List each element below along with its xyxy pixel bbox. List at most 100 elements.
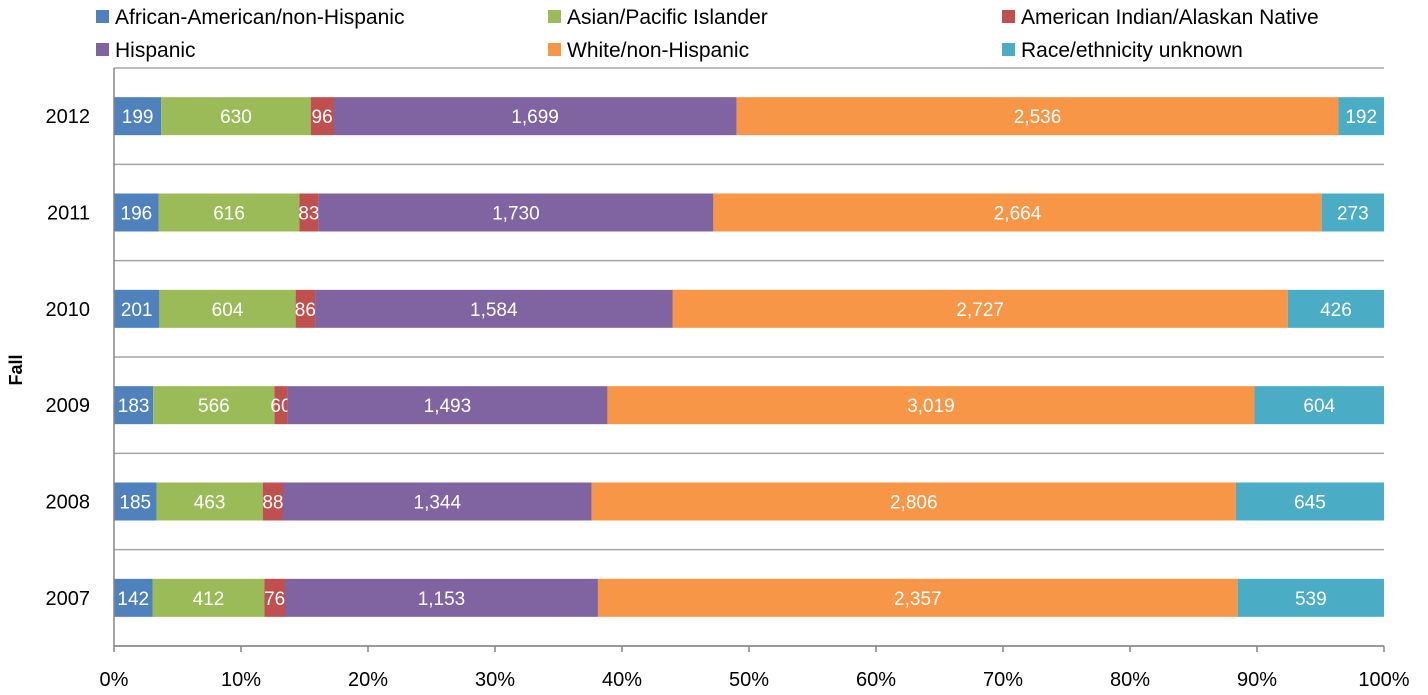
bar-segment-2008-american-indian-alaskan-native — [262, 482, 283, 521]
legend-swatch-american-indian-alaskan-native — [1002, 10, 1015, 23]
bar-segment-2011-american-indian-alaskan-native — [299, 193, 319, 232]
y-tick-label-2012: 2012 — [46, 106, 91, 128]
x-tick-label: 100% — [1358, 669, 1409, 691]
y-tick-label-2008: 2008 — [46, 492, 91, 514]
x-tick-label: 0% — [100, 669, 129, 691]
y-tick-label-2010: 2010 — [46, 299, 91, 321]
data-label-2012-african-american-non-hispanic: 199 — [122, 107, 154, 128]
legend-swatch-hispanic — [96, 43, 109, 56]
bar-segment-2012-african-american-non-hispanic — [114, 97, 162, 136]
bar-segment-2012-white-non-hispanic — [736, 97, 1339, 136]
legend-label-hispanic: Hispanic — [115, 39, 196, 62]
bar-segment-2011-hispanic — [318, 193, 714, 232]
axes: 0% 10% 20% 30% 40% 50% 60% 70% 80% 90% 100% — [100, 68, 1410, 691]
bar-segment-2012-hispanic — [333, 97, 737, 136]
bar-segment-2008-african-american-non-hispanic — [114, 482, 157, 521]
bar-segment-2010-white-non-hispanic — [672, 289, 1288, 328]
data-label-2008-hispanic: 1,344 — [414, 493, 462, 514]
data-label-2010-white-non-hispanic: 2,727 — [956, 300, 1004, 321]
bar-segment-2007-white-non-hispanic — [597, 578, 1238, 617]
bar-segment-2007-african-american-non-hispanic — [114, 578, 153, 617]
data-label-2009-asian-pacific-islander: 566 — [198, 396, 230, 417]
x-tick-label: 50% — [729, 669, 769, 691]
data-label-2007-race-ethnicity-unknown: 539 — [1295, 589, 1327, 610]
data-label-2011-asian-pacific-islander: 616 — [213, 204, 245, 225]
y-tick-label-2009: 2009 — [46, 395, 91, 417]
bar-segment-2009-race-ethnicity-unknown — [1254, 386, 1384, 425]
bar-segment-2011-african-american-non-hispanic — [114, 193, 159, 232]
bar-segment-2009-white-non-hispanic — [607, 386, 1255, 425]
bar-segment-2008-hispanic — [282, 482, 592, 521]
data-label-2009-white-non-hispanic: 3,019 — [907, 396, 955, 417]
legend-swatch-white-non-hispanic — [548, 43, 561, 56]
bar-segment-2007-hispanic — [284, 578, 598, 617]
data-label-2012-american-indian-alaskan-native: 96 — [312, 107, 333, 128]
data-label-2010-hispanic: 1,584 — [470, 300, 518, 321]
legend-swatch-african-american-non-hispanic — [96, 10, 109, 23]
data-label-2011-hispanic: 1,730 — [492, 204, 540, 225]
data-label-2009-american-indian-alaskan-native: 60 — [270, 396, 291, 417]
legend-label-asian-pacific-islander: Asian/Pacific Islander — [567, 6, 768, 29]
data-label-2010-african-american-non-hispanic: 201 — [121, 300, 153, 321]
data-label-2008-white-non-hispanic: 2,806 — [890, 493, 938, 514]
bar-segment-2010-african-american-non-hispanic — [114, 289, 160, 328]
data-label-2011-race-ethnicity-unknown: 273 — [1337, 204, 1369, 225]
legend-swatch-asian-pacific-islander — [548, 10, 561, 23]
x-tick-label: 90% — [1237, 669, 1277, 691]
data-label-2012-asian-pacific-islander: 630 — [220, 107, 252, 128]
bar-segment-2010-american-indian-alaskan-native — [295, 289, 316, 328]
x-tick-label: 30% — [475, 669, 515, 691]
legend: African-American/non-Hispanic Asian/Pacif… — [96, 6, 1319, 62]
bar-segment-2010-hispanic — [315, 289, 673, 328]
data-label-2012-race-ethnicity-unknown: 192 — [1345, 107, 1377, 128]
data-label-2010-asian-pacific-islander: 604 — [212, 300, 244, 321]
data-label-2011-american-indian-alaskan-native: 83 — [298, 204, 319, 225]
bar-segment-2009-hispanic — [287, 386, 608, 425]
data-label-2009-race-ethnicity-unknown: 604 — [1303, 396, 1335, 417]
bar-segment-2012-race-ethnicity-unknown — [1338, 97, 1384, 136]
bar-segment-2010-race-ethnicity-unknown — [1287, 289, 1384, 328]
bar-segment-2011-asian-pacific-islander — [158, 193, 300, 232]
bar-segment-2009-asian-pacific-islander — [153, 386, 275, 425]
data-label-2012-hispanic: 1,699 — [511, 107, 559, 128]
data-label-2008-race-ethnicity-unknown: 645 — [1294, 493, 1326, 514]
bar-segment-2010-asian-pacific-islander — [159, 289, 296, 328]
data-label-2010-american-indian-alaskan-native: 86 — [295, 300, 316, 321]
row-separators — [114, 67, 1384, 647]
data-label-2008-asian-pacific-islander: 463 — [194, 493, 226, 514]
x-tick-label: 20% — [348, 669, 388, 691]
bar-segment-2011-race-ethnicity-unknown — [1321, 193, 1384, 232]
bar-segment-2009-american-indian-alaskan-native — [274, 386, 288, 425]
data-label-2007-asian-pacific-islander: 412 — [193, 589, 225, 610]
bar-segment-2007-american-indian-alaskan-native — [264, 578, 285, 617]
x-tick-label: 60% — [856, 669, 896, 691]
y-axis-title: Fall — [6, 354, 26, 385]
bar-segment-2008-white-non-hispanic — [591, 482, 1236, 521]
bar-segment-2012-american-indian-alaskan-native — [310, 97, 334, 136]
data-label-2007-american-indian-alaskan-native: 76 — [264, 589, 285, 610]
data-label-2008-american-indian-alaskan-native: 88 — [262, 493, 283, 514]
data-label-2010-race-ethnicity-unknown: 426 — [1320, 300, 1352, 321]
bar-segment-2008-race-ethnicity-unknown — [1235, 482, 1384, 521]
x-tick-label: 10% — [221, 669, 261, 691]
data-label-2009-african-american-non-hispanic: 183 — [118, 396, 150, 417]
data-label-2011-african-american-non-hispanic: 196 — [121, 204, 153, 225]
x-tick-label: 70% — [983, 669, 1023, 691]
bar-segment-2007-asian-pacific-islander — [152, 578, 265, 617]
data-label-2012-white-non-hispanic: 2,536 — [1014, 107, 1062, 128]
data-label-2011-white-non-hispanic: 2,664 — [994, 204, 1042, 225]
legend-label-african-american-non-hispanic: African-American/non-Hispanic — [115, 6, 404, 29]
y-tick-label-2011: 2011 — [47, 203, 90, 225]
legend-label-white-non-hispanic: White/non-Hispanic — [567, 39, 749, 62]
x-tick-label: 80% — [1110, 669, 1150, 691]
data-label-2007-african-american-non-hispanic: 142 — [117, 589, 149, 610]
y-tick-label-2007: 2007 — [46, 588, 91, 610]
bar-segment-2009-african-american-non-hispanic — [114, 386, 154, 425]
x-tick-label: 40% — [602, 669, 642, 691]
legend-label-race-ethnicity-unknown: Race/ethnicity unknown — [1021, 39, 1243, 62]
legend-label-american-indian-alaskan-native: American Indian/Alaskan Native — [1021, 6, 1319, 29]
data-label-2009-hispanic: 1,493 — [424, 396, 472, 417]
bar-segment-2007-race-ethnicity-unknown — [1237, 578, 1384, 617]
legend-swatch-race-ethnicity-unknown — [1002, 43, 1015, 56]
